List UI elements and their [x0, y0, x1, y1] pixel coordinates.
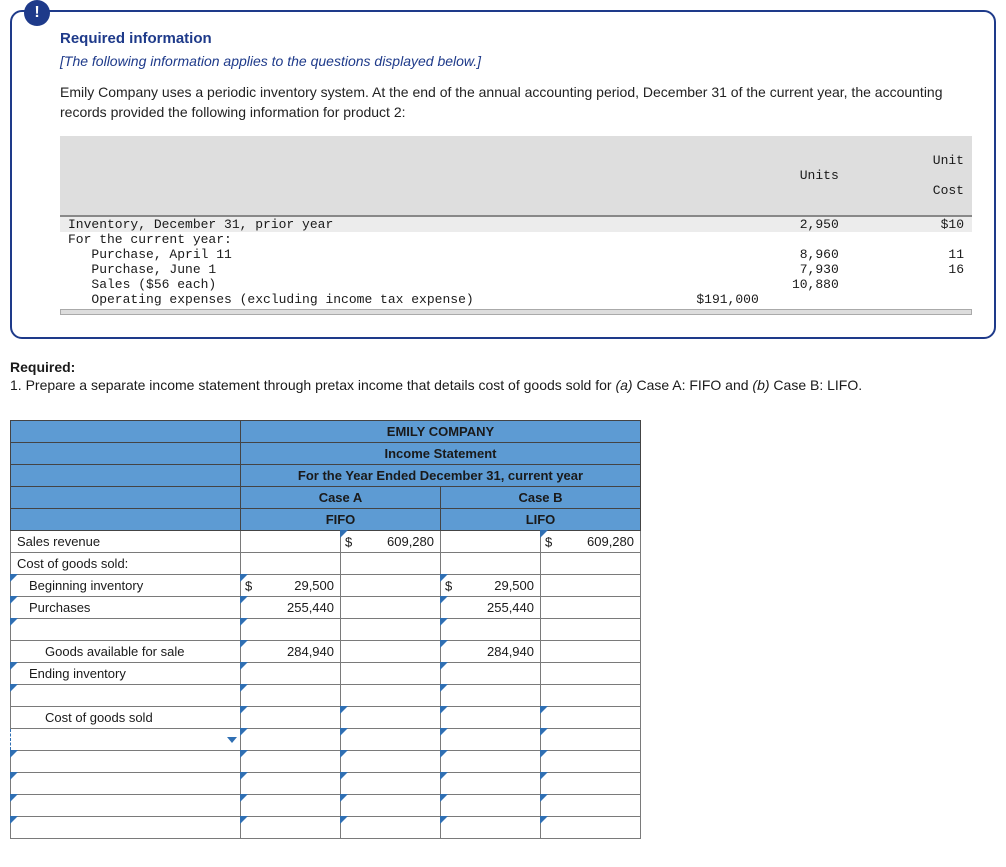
data-row: Inventory, December 31, prior year2,950$… — [60, 216, 972, 232]
row-sales-label: Sales revenue — [11, 531, 241, 553]
row-cogs-label: Cost of goods sold: — [11, 553, 241, 575]
required-info-intro: Emily Company uses a periodic inventory … — [60, 83, 972, 122]
row-cogs-total: Cost of goods sold — [11, 707, 241, 729]
sales-a-cell[interactable]: $ 609,280 — [341, 531, 441, 553]
ws-statement: Income Statement — [241, 443, 641, 465]
info-badge-icon: ! — [24, 0, 50, 26]
requirement-label: Required: — [10, 359, 996, 375]
blank-1-b[interactable] — [441, 619, 541, 641]
row-blank-4[interactable] — [11, 773, 241, 795]
dropdown-input[interactable] — [17, 732, 234, 747]
row-blank-5[interactable] — [11, 795, 241, 817]
col-units: Units — [767, 136, 847, 216]
pur-b-cell[interactable]: 255,440 — [441, 597, 541, 619]
ws-period: For the Year Ended December 31, current … — [241, 465, 641, 487]
data-row: Sales ($56 each)10,880 — [60, 277, 972, 292]
row-blank-2[interactable] — [11, 685, 241, 707]
row-blank-1[interactable] — [11, 619, 241, 641]
required-info-subtitle: [The following information applies to th… — [60, 53, 972, 69]
blank-label-1[interactable] — [29, 622, 234, 637]
required-info-title: Required information — [60, 30, 972, 47]
gas-b-cell[interactable]: 284,940 — [441, 641, 541, 663]
cogs-b-total[interactable] — [541, 707, 641, 729]
ws-case-a: Case A — [241, 487, 441, 509]
gas-a-cell[interactable]: 284,940 — [241, 641, 341, 663]
row-purchases[interactable]: Purchases — [11, 597, 241, 619]
row-blank-6[interactable] — [11, 817, 241, 839]
ws-fifo: FIFO — [241, 509, 441, 531]
ws-company: EMILY COMPANY — [241, 421, 641, 443]
chevron-down-icon[interactable] — [227, 737, 237, 743]
row-blank-3[interactable] — [11, 751, 241, 773]
row-ending-inventory[interactable]: Ending inventory — [11, 663, 241, 685]
pur-a-cell[interactable]: 255,440 — [241, 597, 341, 619]
beg-a-cell[interactable]: $ 29,500 — [241, 575, 341, 597]
ws-lifo: LIFO — [441, 509, 641, 531]
end-b-cell[interactable] — [441, 663, 541, 685]
blank-1-a[interactable] — [241, 619, 341, 641]
income-statement-worksheet: EMILY COMPANY Income Statement For the Y… — [10, 420, 641, 839]
row-beginning-inventory[interactable]: Beginning inventory — [11, 575, 241, 597]
col-unit-cost: Unit Cost — [847, 136, 972, 216]
data-row: Purchase, June 17,93016 — [60, 262, 972, 277]
cogs-a-total[interactable] — [341, 707, 441, 729]
horizontal-scrollbar[interactable] — [60, 309, 972, 315]
row-dropdown-select[interactable] — [11, 729, 241, 751]
data-row: For the current year: — [60, 232, 972, 247]
required-info-box: ! Required information [The following in… — [10, 10, 996, 339]
row-goods-available: Goods available for sale — [11, 641, 241, 663]
requirement-block: Required: 1. Prepare a separate income s… — [10, 359, 996, 396]
inventory-data-table: Units Unit Cost Inventory, December 31, … — [60, 136, 972, 307]
requirement-text: 1. Prepare a separate income statement t… — [10, 375, 996, 396]
sales-b-cell[interactable]: $ 609,280 — [541, 531, 641, 553]
beg-b-cell[interactable]: $ 29,500 — [441, 575, 541, 597]
data-row: Operating expenses (excluding income tax… — [60, 292, 972, 307]
ws-case-b: Case B — [441, 487, 641, 509]
end-a-cell[interactable] — [241, 663, 341, 685]
data-row: Purchase, April 118,96011 — [60, 247, 972, 262]
